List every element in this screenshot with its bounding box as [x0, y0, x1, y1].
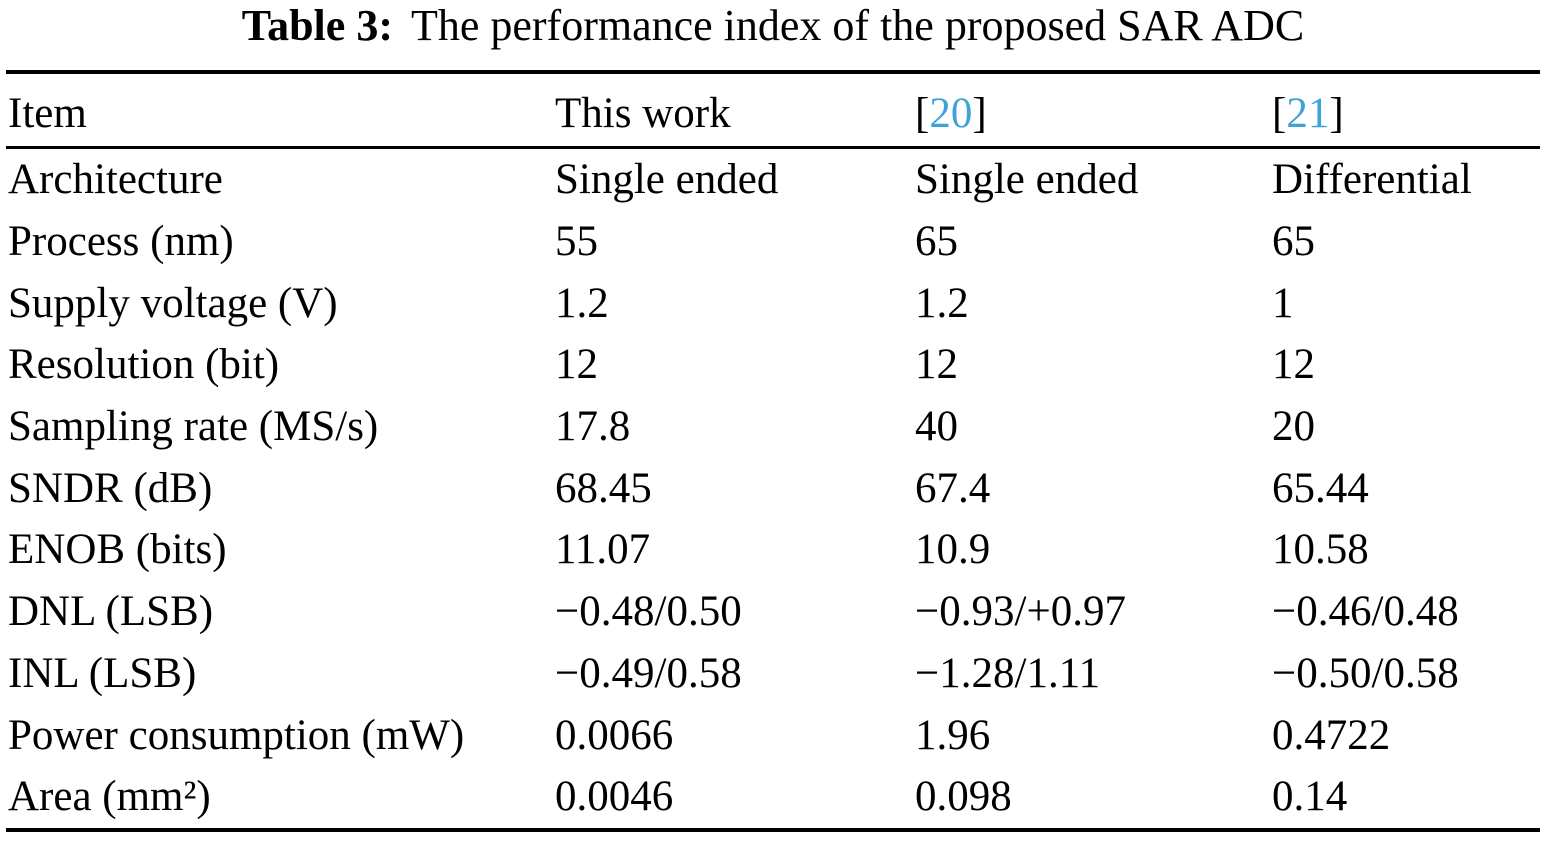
citation-link-20[interactable]: 20	[929, 89, 973, 137]
cell-ref20-architecture: Single ended	[915, 156, 1139, 204]
row-label-dnl: DNL (LSB)	[8, 588, 214, 636]
citation-link-21[interactable]: 21	[1286, 89, 1330, 137]
table-top-rule	[6, 70, 1540, 74]
row-label-power-consumption: Power consumption (mW)	[8, 711, 465, 759]
cell-ref21-resolution: 12	[1272, 341, 1315, 389]
cell-this-work-area: 0.0046	[555, 773, 674, 821]
table-body: Architecture Single ended Single ended D…	[0, 149, 1546, 828]
cell-ref20-sndr: 67.4	[915, 464, 991, 512]
row-label-inl: INL (LSB)	[8, 649, 197, 697]
citation-bracket-close: ]	[972, 89, 987, 137]
table-header-rule	[6, 146, 1540, 149]
row-label-sampling-rate: Sampling rate (MS/s)	[8, 403, 379, 451]
cell-this-work-enob: 11.07	[555, 526, 651, 574]
table-caption-text: The performance index of the proposed SA…	[410, 1, 1305, 50]
row-label-sndr: SNDR (dB)	[8, 464, 213, 512]
cell-ref21-enob: 10.58	[1272, 526, 1369, 574]
cell-ref21-architecture: Differential	[1272, 156, 1472, 204]
row-label-resolution: Resolution (bit)	[8, 341, 280, 389]
row-label-enob: ENOB (bits)	[8, 526, 227, 574]
cell-ref20-dnl: −0.93/+0.97	[915, 588, 1126, 636]
column-header-ref-21: [21]	[1272, 89, 1546, 138]
cell-ref21-sampling-rate: 20	[1272, 403, 1315, 451]
cell-ref21-process: 65	[1272, 218, 1315, 266]
cell-ref20-power-consumption: 1.96	[915, 711, 991, 759]
column-header-this-work: This work	[555, 89, 731, 137]
cell-ref20-enob: 10.9	[915, 526, 991, 574]
cell-this-work-sndr: 68.45	[555, 464, 652, 512]
cell-this-work-sampling-rate: 17.8	[555, 403, 631, 451]
cell-ref21-area: 0.14	[1272, 773, 1348, 821]
cell-this-work-dnl: −0.48/0.50	[555, 588, 742, 636]
cell-ref21-power-consumption: 0.4722	[1272, 711, 1391, 759]
column-header-ref-20: [20]	[915, 89, 1272, 138]
row-label-process: Process (nm)	[8, 218, 234, 266]
cell-ref20-sampling-rate: 40	[915, 403, 958, 451]
cell-this-work-process: 55	[555, 218, 598, 266]
cell-ref21-sndr: 65.44	[1272, 464, 1369, 512]
cell-ref21-inl: −0.50/0.58	[1272, 649, 1459, 697]
table-bottom-rule	[6, 828, 1540, 832]
row-label-architecture: Architecture	[8, 156, 223, 204]
cell-this-work-supply-voltage: 1.2	[555, 279, 609, 327]
citation-bracket-open: [	[915, 89, 930, 137]
cell-ref21-dnl: −0.46/0.48	[1272, 588, 1459, 636]
cell-ref20-area: 0.098	[915, 773, 1012, 821]
cell-ref20-supply-voltage: 1.2	[915, 279, 969, 327]
cell-this-work-inl: −0.49/0.58	[555, 649, 742, 697]
cell-this-work-resolution: 12	[555, 341, 598, 389]
cell-ref20-process: 65	[915, 218, 958, 266]
cell-this-work-power-consumption: 0.0066	[555, 711, 674, 759]
column-header-item: Item	[8, 89, 87, 137]
table-caption: Table 3: The performance index of the pr…	[0, 0, 1546, 70]
citation-bracket-open: [	[1272, 89, 1287, 137]
cell-ref20-inl: −1.28/1.11	[915, 649, 1101, 697]
cell-ref20-resolution: 12	[915, 341, 958, 389]
table-caption-label: Table 3:	[241, 1, 393, 50]
table-header-row: Item This work [20] [21]	[0, 74, 1546, 146]
row-label-supply-voltage: Supply voltage (V)	[8, 279, 338, 327]
citation-bracket-close: ]	[1329, 89, 1344, 137]
row-label-area: Area (mm²)	[8, 773, 211, 821]
cell-ref21-supply-voltage: 1	[1272, 279, 1294, 327]
cell-this-work-architecture: Single ended	[555, 156, 779, 204]
